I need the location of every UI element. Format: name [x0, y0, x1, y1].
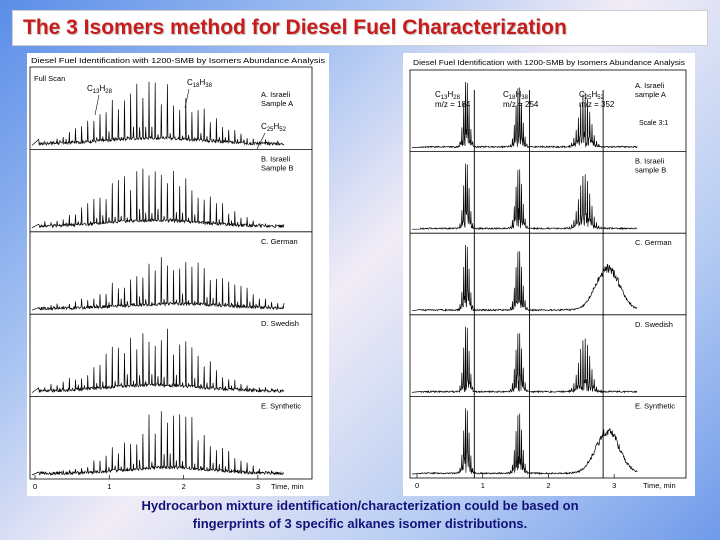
plot-frame [409, 69, 687, 479]
trace-2 [31, 168, 285, 229]
mz-label-184: m/z = 184 [435, 100, 471, 109]
peak-label-c18h38: C18H38 [187, 78, 213, 89]
trace-5 [31, 411, 285, 476]
plot-frame [29, 66, 313, 480]
chart-title: Diesel Fuel Identification with 1200-SMB… [31, 56, 326, 65]
trace-5 [411, 408, 638, 475]
trace-3 [411, 244, 638, 312]
sample-label-5: E. Synthetic [635, 401, 675, 410]
trace-2 [411, 163, 638, 231]
trace-4 [31, 328, 285, 394]
peak-label-c25h52: C25H52 [261, 122, 287, 133]
slide-caption: Hydrocarbon mixture identification/chara… [40, 497, 680, 533]
sample-label-5: E. Synthetic [261, 402, 301, 411]
trace-1 [411, 81, 638, 149]
x-axis-label: Time, min [271, 482, 304, 491]
x-tick-label: 1 [107, 482, 111, 491]
sample-label-1: A. Israeli [635, 81, 665, 90]
x-tick-label: 3 [256, 482, 260, 491]
mz-label-352: m/z = 352 [579, 100, 615, 109]
svg-text:sample A: sample A [635, 90, 666, 99]
slide-title: The 3 Isomers method for Diesel Fuel Cha… [12, 10, 708, 46]
trace-3 [31, 257, 285, 311]
svg-text:C18H38: C18H38 [187, 78, 213, 89]
mz-label-254: m/z = 254 [503, 100, 539, 109]
full-scan-chart: Diesel Fuel Identification with 1200-SMB… [27, 53, 329, 496]
x-tick-label: 0 [33, 482, 37, 491]
peak-label-c13h28: C13H28 [435, 90, 461, 101]
scale-note: Scale 3:1 [639, 120, 668, 127]
x-tick-label: 3 [612, 481, 616, 490]
isomer-sim-chart: Diesel Fuel Identification with 1200-SMB… [403, 53, 695, 496]
sample-label-3: C. German [635, 238, 672, 247]
peak-label-c13h28: C13H28 [87, 84, 113, 95]
sample-label-1: A. Israeli [261, 90, 291, 99]
sample-label-4: D. Swedish [635, 320, 673, 329]
peak-label-c25h52: C25H52 [579, 90, 605, 101]
x-tick-label: 0 [415, 481, 419, 490]
svg-text:Sample B: Sample B [261, 163, 294, 172]
sample-label-2: B. Israeli [635, 157, 665, 166]
trace-4 [411, 326, 638, 394]
svg-text:Sample A: Sample A [261, 99, 293, 108]
peak-label-c18h38: C18H38 [503, 90, 529, 101]
x-axis-label: Time, min [643, 481, 676, 490]
sample-label-2: B. Israeli [261, 154, 291, 163]
sample-label-4: D. Swedish [261, 319, 299, 328]
x-tick-label: 2 [182, 482, 186, 491]
trace-1 [31, 81, 285, 147]
full-scan-label: Full Scan [34, 74, 65, 83]
svg-text:C13H28: C13H28 [87, 84, 113, 95]
svg-text:sample B: sample B [635, 166, 666, 175]
x-tick-label: 1 [481, 481, 485, 490]
x-tick-label: 2 [546, 481, 550, 490]
sample-label-3: C. German [261, 237, 298, 246]
chart-title: Diesel Fuel Identification with 1200-SMB… [413, 58, 685, 67]
svg-text:C25H52: C25H52 [261, 122, 287, 133]
caption-line-2: fingerprints of 3 specific alkanes isome… [192, 516, 528, 531]
caption-line-1: Hydrocarbon mixture identification/chara… [141, 498, 579, 513]
